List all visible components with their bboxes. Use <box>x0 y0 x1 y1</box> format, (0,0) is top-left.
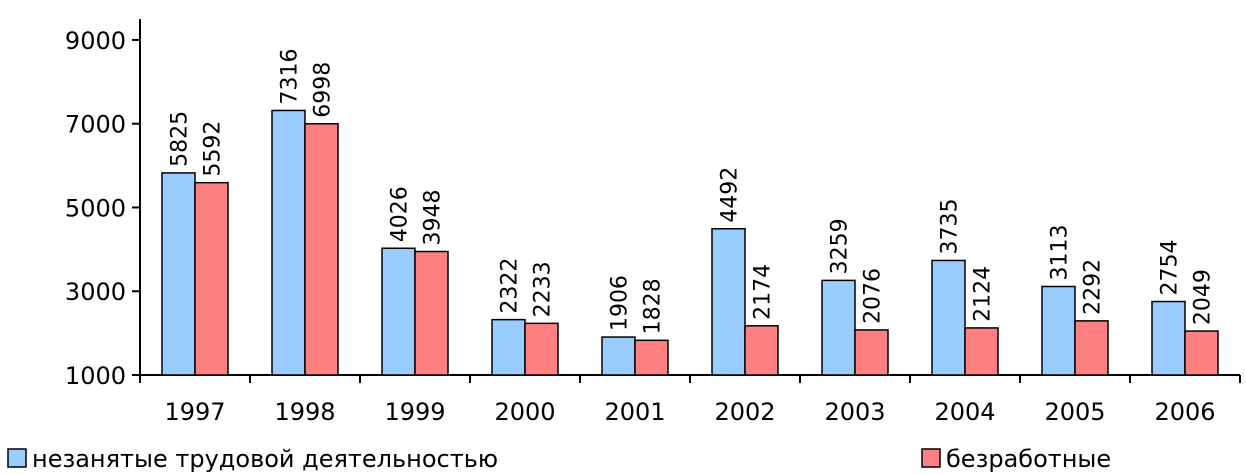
x-tick-label: 2001 <box>604 398 665 426</box>
data-label: 6998 <box>311 62 336 118</box>
data-label: 2292 <box>1081 259 1106 315</box>
x-tick-label: 2000 <box>494 398 555 426</box>
bar <box>821 279 856 376</box>
bar <box>1074 320 1109 376</box>
data-label: 4492 <box>718 167 743 223</box>
data-label: 5825 <box>168 111 193 167</box>
legend-label: безработные <box>946 445 1111 473</box>
bar <box>381 247 416 376</box>
x-tick-label: 2002 <box>714 398 775 426</box>
x-tick-label: 1998 <box>274 398 335 426</box>
data-label: 2076 <box>861 268 886 324</box>
x-tick-label: 2003 <box>824 398 885 426</box>
bar <box>1184 330 1219 376</box>
bar <box>931 259 966 376</box>
data-label: 4026 <box>388 186 413 242</box>
x-tick-label: 1999 <box>384 398 445 426</box>
bar <box>304 123 339 376</box>
data-label: 2049 <box>1191 269 1216 325</box>
legend-label: незанятые трудовой деятельностью <box>32 445 498 473</box>
bar <box>601 336 636 376</box>
data-label: 7316 <box>278 48 303 104</box>
data-label: 3113 <box>1048 225 1073 281</box>
x-tick-label: 1997 <box>164 398 225 426</box>
bar <box>194 181 229 376</box>
data-label: 2322 <box>498 258 523 314</box>
bar <box>1041 285 1076 376</box>
bar <box>271 109 306 376</box>
data-label: 3259 <box>828 218 853 274</box>
data-label: 2233 <box>531 261 556 317</box>
y-tick-label: 1000 <box>65 362 126 390</box>
bar <box>744 325 779 376</box>
bar <box>524 322 559 376</box>
x-tick-label: 2005 <box>1044 398 1105 426</box>
bar <box>711 227 746 376</box>
legend-swatch <box>921 448 941 468</box>
data-label: 3948 <box>421 190 446 246</box>
bar <box>854 329 889 376</box>
y-tick-label: 7000 <box>65 111 126 139</box>
x-tick-label: 2006 <box>1154 398 1215 426</box>
data-label: 2174 <box>751 264 776 320</box>
bar <box>964 327 999 376</box>
y-tick-label: 5000 <box>65 194 126 222</box>
bar <box>634 339 669 376</box>
legend-swatch <box>7 448 27 468</box>
x-tick-label: 2004 <box>934 398 995 426</box>
data-label: 2754 <box>1158 240 1183 296</box>
data-label: 3735 <box>938 198 963 254</box>
data-label: 5592 <box>201 121 226 177</box>
bar <box>1151 300 1186 376</box>
y-tick-label: 3000 <box>65 278 126 306</box>
bar <box>414 250 449 376</box>
data-label: 2124 <box>971 266 996 322</box>
data-label: 1828 <box>641 278 666 334</box>
bar <box>161 172 196 376</box>
data-label: 1906 <box>608 275 633 331</box>
y-tick-label: 9000 <box>65 27 126 55</box>
bar <box>491 318 526 376</box>
